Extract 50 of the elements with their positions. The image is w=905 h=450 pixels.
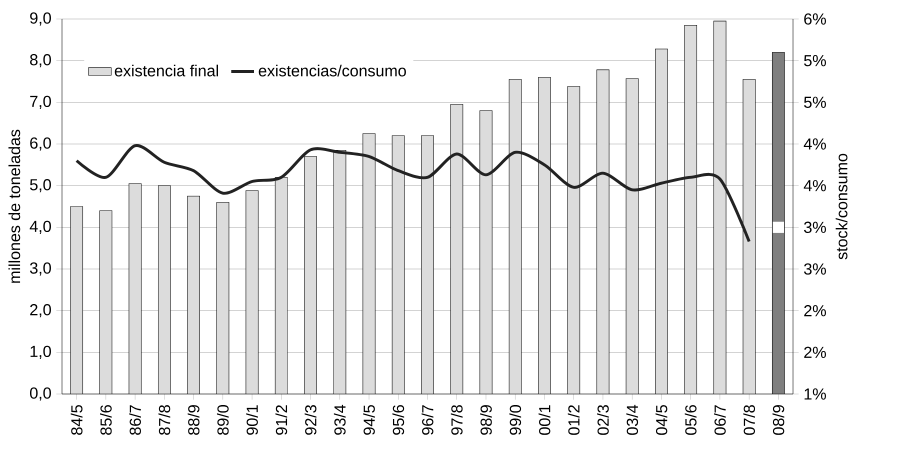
y-tick-label: 8,0: [30, 54, 51, 68]
y2-tick-label: 5%: [804, 96, 826, 108]
x-tick-label: 01/2: [568, 405, 580, 435]
y-tick-label: 1,0: [30, 346, 51, 359]
x-tick-label: 84/5: [70, 405, 82, 435]
x-tick-label: 99/0: [509, 405, 522, 435]
legend-label: existencia final: [114, 64, 218, 76]
x-tick-label: 05/6: [684, 405, 697, 435]
x-tick-label: 90/1: [246, 405, 258, 435]
y2-tick-label: 2%: [804, 305, 826, 316]
x-tick-label: 06/7: [714, 405, 726, 435]
y-tick-label: 4,0: [30, 220, 51, 234]
x-tick-label: 91/2: [275, 405, 288, 435]
x-tick-label: 95/6: [392, 405, 404, 435]
y2-tick-label: 1%: [804, 388, 826, 400]
y2-tick-label: 3%: [804, 263, 826, 275]
line-series: [75, 144, 751, 243]
y2-tick-label: 4%: [804, 138, 826, 150]
x-tick-label: 98/9: [480, 405, 492, 435]
y2-axis-title: stock/consumo: [836, 154, 848, 260]
y-tick-label: 9,0: [30, 12, 51, 26]
y-axis-title: millones de toneladas: [8, 130, 20, 283]
y2-tick-label: 6%: [804, 13, 826, 25]
x-tick-label: 89/0: [216, 405, 229, 435]
x-tick-label: 85/6: [100, 405, 112, 435]
x-tick-label: 97/8: [450, 405, 463, 435]
x-tick-label: 92/3: [304, 405, 316, 435]
x-tick-label: 02/3: [597, 405, 609, 435]
legend-label: existencias/consumo: [258, 64, 406, 76]
x-tick-label: 07/8: [743, 405, 756, 435]
x-tick-label: 96/7: [422, 405, 434, 435]
y-tick-label: 3,0: [30, 262, 51, 276]
y2-tick-label: 3%: [804, 222, 826, 233]
x-tick-label: 94/5: [363, 405, 375, 435]
x-tick-label: 93/4: [334, 404, 346, 435]
x-tick-label: 08/9: [772, 405, 784, 435]
x-tick-label: 04/5: [656, 405, 668, 435]
y-tick-label: 6,0: [30, 137, 51, 151]
y2-tick-label: 2%: [804, 346, 826, 358]
x-tick-label: 88/9: [188, 405, 200, 435]
y-tick-label: 7,0: [30, 96, 51, 109]
x-tick-label: 03/4: [626, 404, 638, 435]
x-tick-label: 86/7: [129, 405, 141, 435]
y-tick-label: 5,0: [30, 179, 51, 192]
x-tick-label: 00/1: [538, 405, 550, 435]
y2-tick-label: 5%: [804, 55, 826, 66]
x-tick-label: 87/8: [158, 405, 170, 435]
y2-tick-label: 4%: [804, 180, 826, 192]
y-tick-label: 0,0: [30, 387, 51, 401]
y-tick-label: 2,0: [30, 304, 51, 318]
